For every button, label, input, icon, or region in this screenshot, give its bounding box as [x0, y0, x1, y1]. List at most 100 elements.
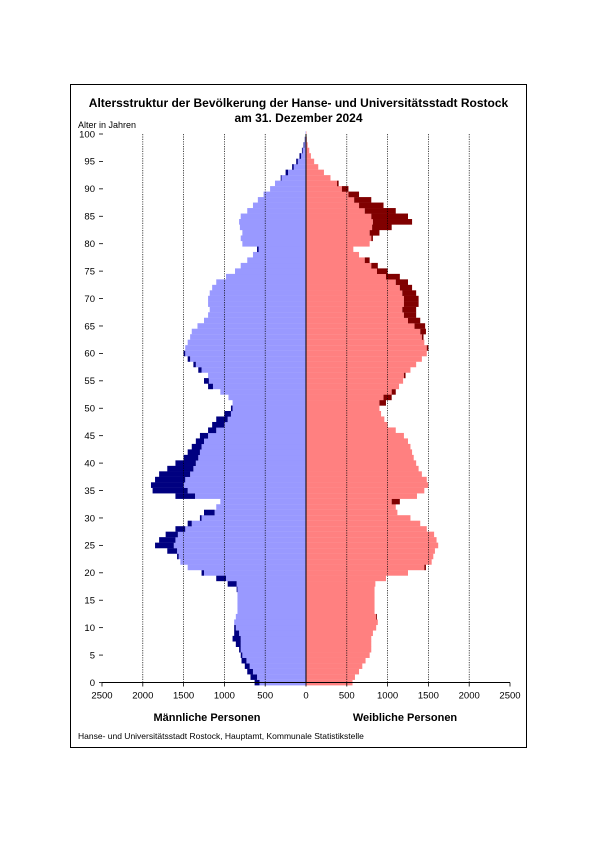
male-bar-age-39: [193, 465, 306, 472]
female-bar-age-97: [306, 147, 310, 154]
female-bar-age-85: [306, 213, 372, 220]
female-surplus-age-88: [354, 197, 372, 203]
bars-layer: [150, 131, 439, 686]
y-tick-label-10: 10: [84, 623, 95, 634]
female-bar-age-48: [306, 416, 385, 423]
male-surplus-age-45: [199, 432, 209, 439]
female-bar-age-87: [306, 202, 360, 209]
female-surplus-age-90: [341, 186, 349, 192]
female-surplus-age-68: [402, 306, 417, 313]
male-surplus-age-5: [240, 652, 243, 658]
male-bar-age-74: [226, 273, 306, 280]
male-surplus-age-26: [159, 537, 176, 543]
y-tick-label-35: 35: [84, 486, 95, 497]
male-bar-age-21: [187, 564, 306, 571]
male-surplus-age-44: [195, 438, 204, 445]
male-surplus-age-92: [280, 175, 282, 181]
male-bar-age-5: [242, 652, 306, 658]
male-surplus-age-35: [152, 487, 188, 494]
female-surplus-age-51: [379, 400, 386, 406]
male-bar-age-23: [178, 553, 306, 560]
female-bar-age-53: [306, 389, 392, 395]
male-bar-age-92: [281, 175, 306, 181]
male-surplus-age-10: [234, 624, 236, 631]
female-surplus-age-12: [376, 613, 377, 620]
male-surplus-age-36: [150, 482, 184, 488]
male-surplus-age-8: [232, 635, 241, 642]
male-surplus-age-41: [183, 454, 199, 461]
male-bar-age-60: [185, 350, 306, 357]
male-bar-age-71: [209, 290, 306, 296]
female-bar-age-82: [306, 229, 370, 236]
female-bar-age-38: [306, 471, 422, 477]
female-bar-age-76: [306, 262, 372, 269]
male-surplus-age-54: [208, 383, 213, 390]
male-bar-age-94: [293, 164, 306, 170]
female-bar-age-27: [306, 531, 435, 538]
male-bar-age-90: [270, 186, 306, 192]
female-bar-age-31: [306, 509, 398, 516]
female-surplus-age-85: [371, 213, 408, 220]
male-bar-age-37: [185, 476, 306, 483]
male-bar-age-87: [252, 202, 306, 209]
female-surplus-age-21: [424, 564, 426, 571]
male-surplus-age-49: [224, 410, 231, 417]
y-tick-label-65: 65: [84, 321, 95, 332]
male-bar-age-38: [190, 471, 306, 477]
male-bar-age-16: [237, 591, 306, 598]
female-bar-age-26: [306, 537, 437, 543]
x-tick-label-10: 2500: [499, 691, 520, 702]
male-surplus-age-47: [212, 421, 225, 428]
y-tick-label-45: 45: [84, 431, 95, 442]
female-bar-age-40: [306, 460, 417, 466]
x-tick-label-0: 2500: [91, 691, 112, 702]
y-tick-label-40: 40: [84, 458, 95, 469]
female-bar-age-62: [306, 339, 425, 346]
female-bar-age-5: [306, 652, 370, 658]
male-bar-age-95: [297, 158, 306, 165]
male-bar-age-13: [237, 608, 306, 615]
female-bar-age-61: [306, 345, 427, 351]
female-bar-age-91: [306, 180, 338, 187]
male-bar-age-46: [216, 427, 306, 434]
y-tick-label-85: 85: [84, 212, 95, 223]
female-bar-age-10: [306, 624, 377, 631]
female-bar-age-22: [306, 559, 432, 565]
male-surplus-age-93: [285, 169, 289, 176]
female-bar-age-50: [306, 405, 380, 412]
female-bar-age-36: [306, 482, 429, 488]
y-tick-label-75: 75: [84, 266, 95, 277]
female-bar-age-13: [306, 608, 375, 615]
male-bar-age-3: [249, 663, 306, 669]
male-bar-age-12: [235, 613, 306, 620]
female-bar-age-19: [306, 575, 386, 582]
male-bar-age-45: [208, 432, 306, 439]
male-surplus-age-23: [177, 553, 179, 560]
female-surplus-age-84: [372, 219, 413, 225]
male-bar-age-43: [201, 443, 306, 450]
male-surplus-age-42: [187, 449, 200, 456]
male-bar-age-29: [191, 520, 306, 527]
female-surplus-age-75: [376, 268, 388, 275]
y-tick-label-55: 55: [84, 376, 95, 387]
female-bar-age-75: [306, 268, 377, 275]
male-bar-age-32: [216, 504, 306, 510]
male-surplus-age-29: [187, 520, 192, 527]
female-bar-age-42: [306, 449, 413, 456]
male-bar-age-4: [246, 657, 306, 664]
female-surplus-age-56: [403, 372, 406, 379]
female-bar-age-11: [306, 619, 378, 626]
male-bar-age-53: [220, 389, 306, 395]
female-surplus-age-70: [403, 295, 419, 302]
male-surplus-age-55: [204, 378, 209, 384]
male-surplus-age-9: [234, 630, 240, 637]
male-surplus-age-98: [303, 142, 305, 148]
female-bar-age-3: [306, 663, 363, 669]
female-bar-age-39: [306, 465, 419, 472]
female-bar-age-98: [306, 142, 308, 148]
male-surplus-age-59: [187, 356, 191, 362]
female-surplus-age-67: [403, 312, 417, 318]
female-surplus-age-65: [414, 323, 426, 329]
female-surplus-age-87: [359, 202, 384, 209]
